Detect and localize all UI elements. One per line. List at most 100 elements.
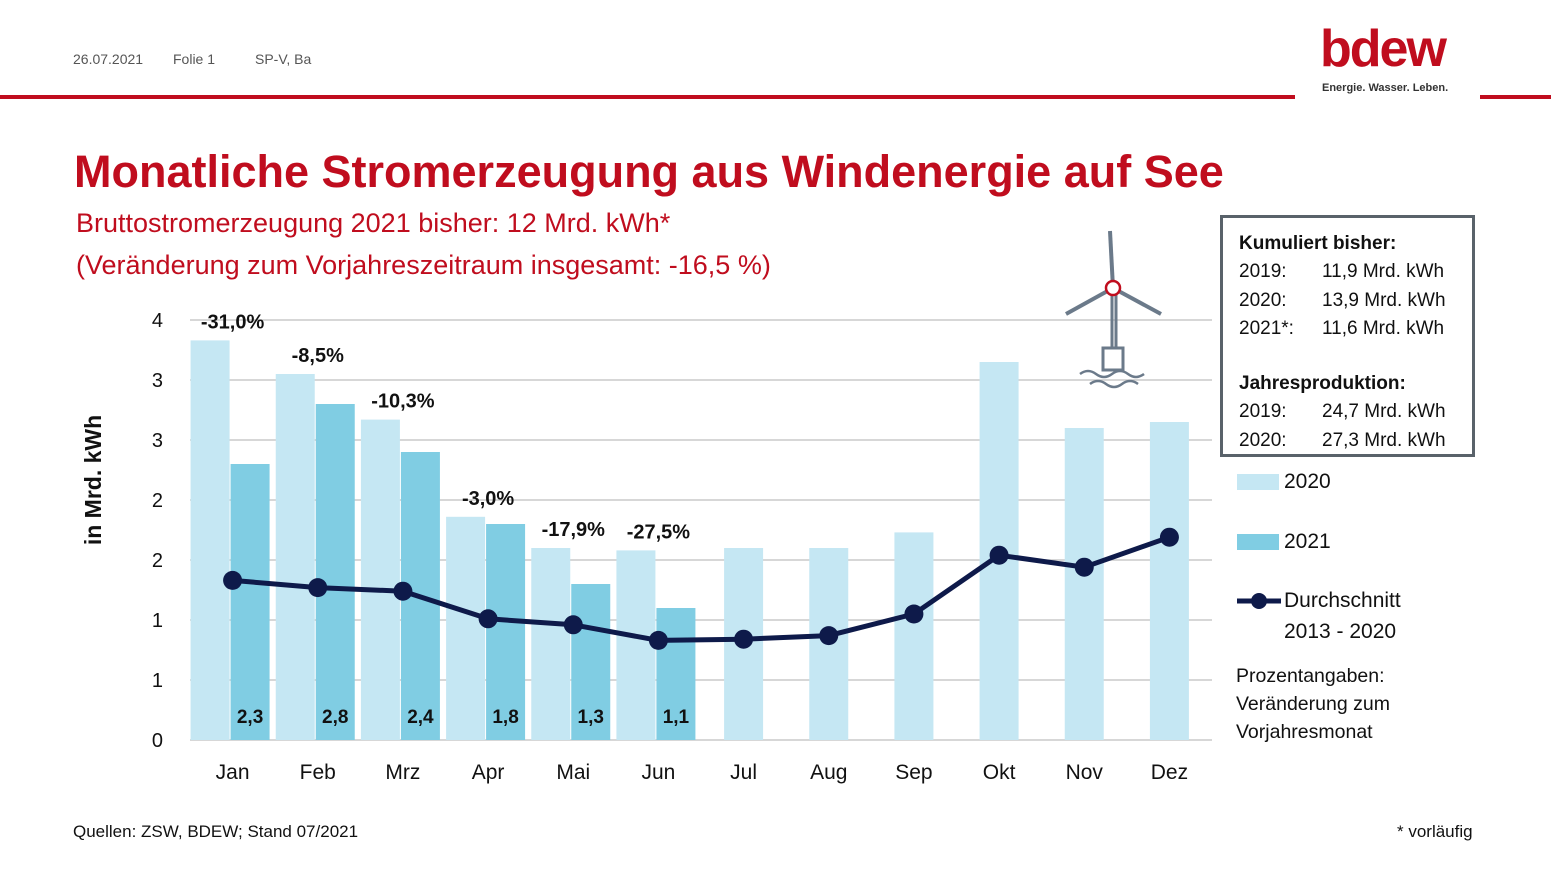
wind-turbine-icon [1065,230,1162,389]
legend-average-label: Durchschnitt [1284,589,1401,612]
legend-2021-label: 2021 [1284,530,1331,553]
change-label: -27,5% [627,521,691,543]
bar-2021-value-label: 2,3 [237,707,263,728]
bar-2020 [1149,422,1189,740]
average-point [1159,527,1179,547]
note-line: Veränderung zum [1236,693,1390,715]
cumulative-row: 2019: 11,9 Mrd. kWh [1239,258,1472,286]
x-tick-label: Dez [1151,761,1188,784]
logo-tagline: Energie. Wasser. Leben. [1322,82,1449,94]
legend-2020-label: 2020 [1284,470,1331,493]
author-text: SP-V, Ba [255,51,312,67]
x-tick-label: Aug [810,761,847,784]
change-label: -3,0% [462,488,514,510]
annual-heading: Jahresproduktion: [1239,373,1406,395]
bar-2021-value-label: 2,8 [322,707,348,728]
x-tick-label: Jun [641,761,675,784]
bar-2020 [275,374,315,740]
x-tick-label: Sep [895,761,932,784]
bar-2021-value-label: 2,4 [407,707,434,728]
x-tick-label: Feb [300,761,336,784]
average-point [223,570,243,590]
average-point [648,630,668,650]
subtitle-line-2: (Veränderung zum Vorjahreszeitraum insge… [76,250,771,280]
source-text: Quellen: ZSW, BDEW; Stand 07/2021 [73,822,359,841]
y-tick-label: 0 [152,730,163,752]
average-point [989,545,1009,565]
x-tick-label: Okt [983,761,1016,784]
average-point [1074,557,1094,577]
annual-row: 2020: 27,3 Mrd. kWh [1239,427,1472,455]
x-tick-label: Nov [1066,761,1104,784]
row-year: 2019: [1239,401,1287,423]
legend-2021-swatch [1237,534,1279,550]
bar-2021-value-label: 1,1 [663,707,690,728]
change-label: -17,9% [542,519,606,541]
slide-number: Folie 1 [173,51,216,67]
y-tick-label: 1 [152,670,163,692]
row-year: 2019: [1239,261,1287,283]
bar-2021 [230,464,270,740]
cumulative-row: 2020: 13,9 Mrd. kWh [1239,287,1472,315]
y-tick-label: 4 [152,310,163,332]
bar-2021 [486,524,526,740]
row-year: 2020: [1239,289,1287,311]
row-year: 2021*: [1239,317,1294,339]
note-line: Vorjahresmonat [1236,721,1373,743]
change-label: -10,3% [371,391,435,413]
bar-2021-value-label: 1,8 [492,707,518,728]
average-point [734,629,754,649]
logo-wordmark: bdew [1320,20,1447,78]
header-rule-left [0,95,1295,99]
x-tick-label: Apr [472,761,505,784]
bar-2020 [360,419,400,740]
bar-2020 [894,532,934,740]
x-tick-label: Jan [216,761,250,784]
bar-2020 [446,516,486,740]
bar-2021 [571,584,611,740]
row-value: 24,7 Mrd. kWh [1322,401,1446,423]
average-point [819,626,839,646]
average-point [478,609,498,629]
average-point [393,581,413,601]
note-line: Prozentangaben: [1236,665,1385,687]
cumulative-row: 2021*: 11,6 Mrd. kWh [1239,315,1472,343]
summary-box: Kumuliert bisher: 2019: 11,9 Mrd. kWh 202… [1220,215,1475,457]
average-point [563,615,583,635]
row-value: 13,9 Mrd. kWh [1322,289,1446,311]
page-title: Monatliche Stromerzeugung aus Windenergi… [74,146,1224,197]
bdew-logo: bdew Energie. Wasser. Leben. [1320,20,1460,94]
average-point [904,604,924,624]
percent-note: Prozentangaben: Veränderung zum Vorjahre… [1236,662,1390,746]
bar-2020 [616,550,656,740]
y-tick-label: 2 [152,550,163,572]
annual-row: 2019: 24,7 Mrd. kWh [1239,398,1472,426]
y-tick-label: 1 [152,610,163,632]
legend-average-period: 2013 - 2020 [1284,620,1397,643]
row-value: 11,6 Mrd. kWh [1322,317,1445,339]
bar-2021-value-label: 1,3 [578,707,604,728]
y-tick-label: 3 [152,430,163,452]
footnote-text: * vorläufig [1397,822,1473,841]
change-label: -31,0% [201,311,265,333]
legend-average-marker [1237,593,1281,609]
bar-2020 [531,548,571,740]
bar-2020 [1064,428,1104,740]
row-value: 11,9 Mrd. kWh [1322,261,1445,283]
row-value: 27,3 Mrd. kWh [1322,429,1446,451]
bar-2021 [656,608,696,740]
y-tick-label: 2 [152,490,163,512]
average-point [308,578,328,598]
x-tick-label: Mai [556,761,590,784]
average-line [232,534,1171,643]
bar-2020 [190,340,230,740]
y-tick-label: 3 [152,370,163,392]
date-text: 26.07.2021 [73,51,144,67]
legend-2020-swatch [1237,474,1279,490]
header-rule-right [1480,95,1551,99]
cumulative-heading: Kumuliert bisher: [1239,233,1397,254]
subtitle-line-1: Bruttostromerzeugung 2021 bisher: 12 Mrd… [76,208,671,238]
row-year: 2020: [1239,429,1287,451]
y-axis-title: in Mrd. kWh [80,415,106,545]
